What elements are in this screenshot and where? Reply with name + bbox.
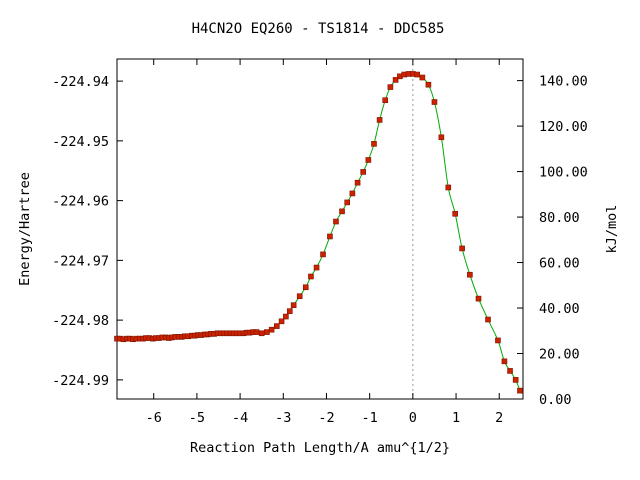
x-tick-label: 2 xyxy=(495,410,503,426)
data-point xyxy=(495,337,501,344)
data-point xyxy=(425,81,432,88)
data-point xyxy=(438,134,445,141)
data-point xyxy=(296,293,303,300)
data-point xyxy=(253,329,260,335)
x-tick-label: -6 xyxy=(146,410,162,426)
data-points xyxy=(114,71,523,394)
data-point xyxy=(507,368,513,374)
y2-tick-label: 100.00 xyxy=(539,165,588,181)
x-tick-label: -1 xyxy=(362,410,378,426)
x-tick-label: 1 xyxy=(452,410,460,426)
data-point xyxy=(268,326,275,333)
plot-frame xyxy=(116,58,524,400)
data-point xyxy=(452,210,458,217)
data-point xyxy=(501,358,508,365)
y-axis-label: Energy/Hartree xyxy=(17,172,33,286)
y2-tick-label: 20.00 xyxy=(539,347,580,363)
data-point xyxy=(283,313,289,320)
data-point xyxy=(327,233,333,240)
data-point xyxy=(344,199,351,206)
data-point xyxy=(414,71,420,78)
x-tick-label: 0 xyxy=(409,410,417,426)
y2-tick-label: 140.00 xyxy=(539,74,588,90)
data-point xyxy=(278,318,285,325)
y-tick-label: -224.98 xyxy=(52,313,109,329)
data-point xyxy=(365,157,372,163)
axis-ticks: -6 -5 -4 -3 -2 -1 0 1 2 -224.94 -224.95 -224.96 -224… xyxy=(52,59,588,426)
data-point xyxy=(360,169,366,175)
data-point xyxy=(371,141,377,147)
data-point xyxy=(264,329,270,335)
x-tick-label: -5 xyxy=(189,410,205,426)
data-point xyxy=(382,97,389,104)
y-tick-label: -224.99 xyxy=(52,373,109,389)
plot-area xyxy=(116,58,524,400)
data-point xyxy=(354,179,361,186)
data-point xyxy=(349,190,356,197)
x-tick-label: -2 xyxy=(318,410,334,426)
data-point xyxy=(512,377,519,383)
data-point xyxy=(431,99,438,105)
y2-tick-label: 40.00 xyxy=(539,301,580,317)
data-point xyxy=(459,245,465,252)
x-tick-label: -3 xyxy=(275,410,291,426)
y2-tick-label: 80.00 xyxy=(539,210,580,226)
data-point xyxy=(302,284,309,291)
data-point xyxy=(467,271,473,278)
data-point xyxy=(290,302,297,308)
data-point xyxy=(286,308,293,314)
y-tick-label: -224.96 xyxy=(52,194,109,210)
energy-curve-line xyxy=(116,73,521,391)
data-point xyxy=(387,84,394,90)
data-point xyxy=(445,184,452,191)
chart-title: H4CN2O EQ260 - TS1814 - DDC585 xyxy=(192,21,445,37)
y-tick-label: -224.95 xyxy=(52,134,109,150)
x-axis-label: Reaction Path Length/A amu^{1/2} xyxy=(190,440,450,456)
data-point xyxy=(419,74,426,81)
y2-tick-label: 0.00 xyxy=(539,392,572,408)
data-point xyxy=(339,208,345,215)
y2-axis-label: kJ/mol xyxy=(604,205,620,254)
data-point xyxy=(376,117,383,123)
y2-tick-label: 120.00 xyxy=(539,119,588,135)
y-tick-label: -224.94 xyxy=(52,74,109,90)
data-point xyxy=(313,264,320,271)
y-tick-label: -224.97 xyxy=(52,253,109,269)
data-point xyxy=(517,387,523,394)
data-point xyxy=(320,251,326,258)
data-point xyxy=(274,323,280,329)
data-point xyxy=(308,273,314,280)
data-point xyxy=(333,218,339,225)
x-tick-label: -4 xyxy=(232,410,248,426)
data-point xyxy=(475,295,482,302)
data-point xyxy=(485,316,491,323)
data-point xyxy=(392,77,399,83)
y2-tick-label: 60.00 xyxy=(539,256,580,272)
data-point xyxy=(258,330,265,337)
